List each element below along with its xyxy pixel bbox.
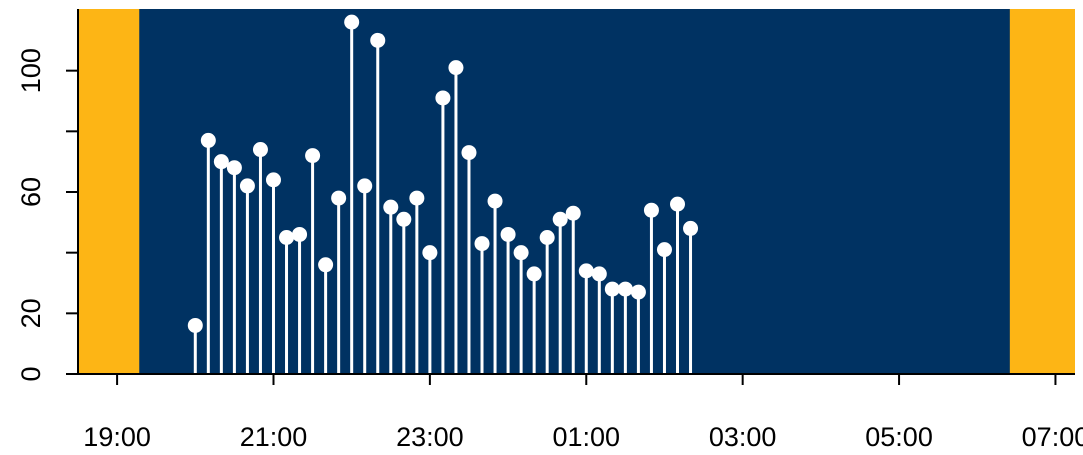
data-point [670,196,686,212]
data-point [292,226,308,242]
data-point [630,284,646,300]
data-point [617,281,633,297]
data-point [591,266,607,282]
data-point [539,230,555,245]
data-point [318,257,334,273]
data-point [683,220,699,236]
x-tick-label: 19:00 [83,422,151,452]
data-point [461,145,477,161]
data-point [604,281,620,297]
night-day-bands [78,9,1075,374]
y-tick-label: 60 [16,177,46,207]
y-tick-label: 0 [16,366,46,381]
data-point [409,190,425,206]
lollipop-points [187,14,699,333]
data-point [500,226,516,242]
data-point [656,242,672,258]
data-point [200,132,216,148]
x-tick-label: 01:00 [552,422,620,452]
x-tick-label: 03:00 [709,422,777,452]
y-tick-label: 20 [16,298,46,328]
axes: 0 20 60 100 19:00 21:00 23:00 01:00 03:00 05:00 07… [16,9,1083,452]
data-point [213,154,229,170]
x-tick-label: 07:00 [1022,422,1083,452]
data-point [226,160,242,176]
data-point [331,190,347,206]
data-point [565,205,581,221]
data-point [396,211,412,227]
data-point [370,32,386,48]
data-point [252,142,268,158]
x-tick-label: 23:00 [396,422,464,452]
data-point [383,199,399,215]
data-point [448,60,464,76]
data-point [187,317,203,333]
data-point [526,266,542,282]
lollipop-stems [193,22,693,374]
data-point [344,14,360,30]
data-point [422,245,438,261]
data-point [513,245,529,261]
data-point [552,211,568,227]
x-tick-label: 21:00 [240,422,308,452]
y-tick-label: 100 [16,48,46,93]
data-point [643,202,659,218]
data-point [279,230,295,245]
data-point [265,172,281,188]
data-point [474,236,490,252]
data-point [487,193,503,209]
data-point [435,90,451,106]
data-point [578,263,594,279]
data-point [239,178,255,194]
data-point [357,178,373,194]
data-point [305,148,321,164]
x-tick-label: 05:00 [865,422,933,452]
